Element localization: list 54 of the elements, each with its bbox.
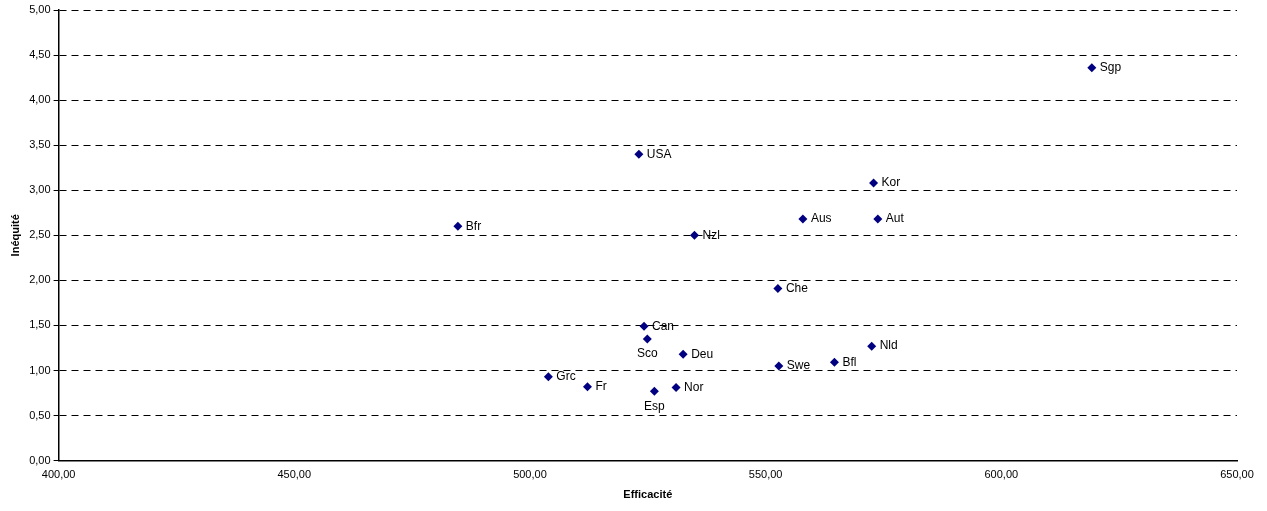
y-tick-label: 2,50 [29,228,51,241]
point [873,214,883,224]
point [774,361,784,371]
point [453,221,463,231]
point [773,283,783,293]
annotation: Bfl [842,354,857,369]
y-tick-label: 1,50 [29,318,51,331]
y-tick-label: 1,00 [29,363,51,376]
point [582,382,592,392]
x-tick-label: 550,00 [748,468,783,481]
annotation: Deu [691,346,714,361]
point [639,321,649,331]
point [671,383,681,393]
annotation: Che [785,280,809,295]
point [649,386,659,396]
point [869,178,879,188]
annotation: Nzl [702,227,720,242]
y-tick-label: 0,50 [29,408,51,421]
point [634,149,644,159]
y-tick-label: 3,50 [29,138,51,151]
point [543,372,553,382]
annotation: Aus [810,211,832,226]
x-tick-label: 500,00 [513,468,547,481]
x-tick-label: 450,00 [277,468,312,481]
x-tick-label: 650,00 [1220,468,1254,481]
x-axis-title: Efficacité [623,488,673,501]
point [678,349,688,359]
annotation: Sco [636,346,658,361]
annotation: Fr [595,379,607,394]
annotation: Esp [644,398,666,413]
y-tick-label: 5,00 [29,3,51,16]
point [689,230,699,240]
annotation: Grc [556,369,576,384]
annotation: Swe [786,358,811,373]
y-tick-label: 3,00 [29,183,51,196]
annotation: USA [646,146,672,161]
y-tick-label: 4,00 [29,93,51,106]
point [798,214,808,224]
x-tick-label: 400,00 [41,468,76,481]
x-tick-label: 600,00 [984,468,1019,481]
point [1087,63,1097,73]
y-tick-label: 2,00 [29,273,51,286]
y-tick-label: 4,50 [29,48,51,61]
annotation: Nld [879,338,898,353]
annotation: Kor [881,175,901,190]
y-tick-label: 0,00 [29,453,51,466]
annotation: Aut [885,211,905,226]
y-axis-title: Inéquité [8,214,21,257]
annotation: Nor [684,379,704,394]
annotation: Sgp [1099,59,1122,74]
point [642,334,652,344]
annotation: Bfr [465,218,482,233]
point [829,357,839,367]
point [867,341,877,351]
